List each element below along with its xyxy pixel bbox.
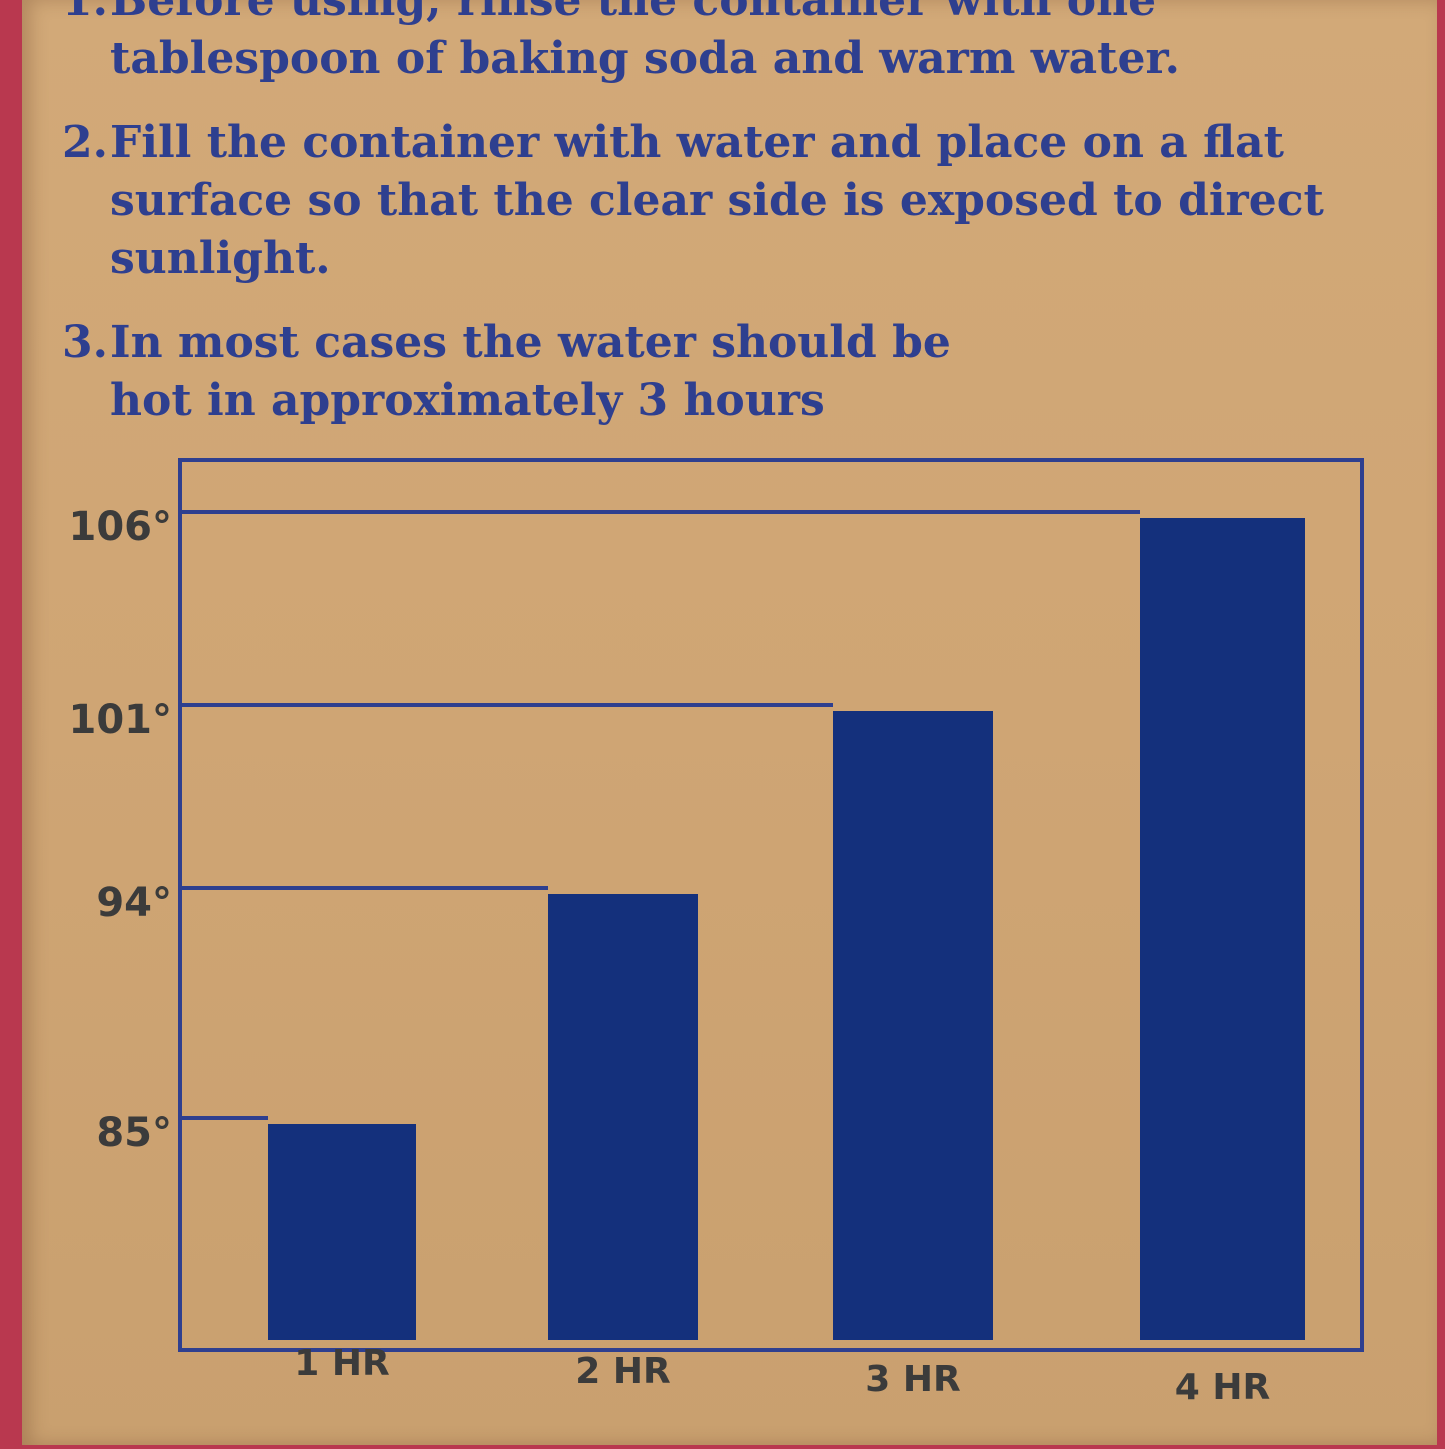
step-text: In most cases the water should be hot in… <box>110 317 951 426</box>
step-number: 2. <box>62 117 108 168</box>
x-tick-label: 4 HR <box>1175 1367 1270 1408</box>
x-tick-label: 2 HR <box>575 1351 670 1392</box>
x-tick-labels: 1 HR 2 HR 3 HR 4 HR <box>294 1343 1270 1408</box>
step-text: Before using, rinse the container with o… <box>110 0 1180 84</box>
step-number: 1. <box>62 0 108 26</box>
bars <box>268 518 1305 1340</box>
instructions-list: 1. Before using, rinse the container wit… <box>62 0 1422 456</box>
step-number: 3. <box>62 317 108 368</box>
instruction-step-1: 1. Before using, rinse the container wit… <box>62 0 1422 88</box>
y-tick-label: 106° <box>69 504 173 550</box>
step-text: Fill the container with water and place … <box>110 117 1324 284</box>
bar-4 <box>1140 518 1305 1340</box>
gridlines <box>180 510 1140 1120</box>
chart-frame <box>178 458 1364 1352</box>
y-tick-label: 94° <box>96 880 172 926</box>
bar-2 <box>548 894 698 1340</box>
instruction-step-3: 3. In most cases the water should be hot… <box>62 314 1010 430</box>
y-tick-labels: 85° 94° 101° 106° <box>69 504 173 1156</box>
x-tick-label: 1 HR <box>294 1343 389 1384</box>
instruction-step-2: 2. Fill the container with water and pla… <box>62 114 1422 288</box>
x-tick-label: 3 HR <box>865 1359 960 1400</box>
bar-3 <box>833 711 993 1340</box>
y-tick-label: 101° <box>69 697 173 743</box>
y-tick-label: 85° <box>96 1110 172 1156</box>
bar-1 <box>268 1124 416 1340</box>
